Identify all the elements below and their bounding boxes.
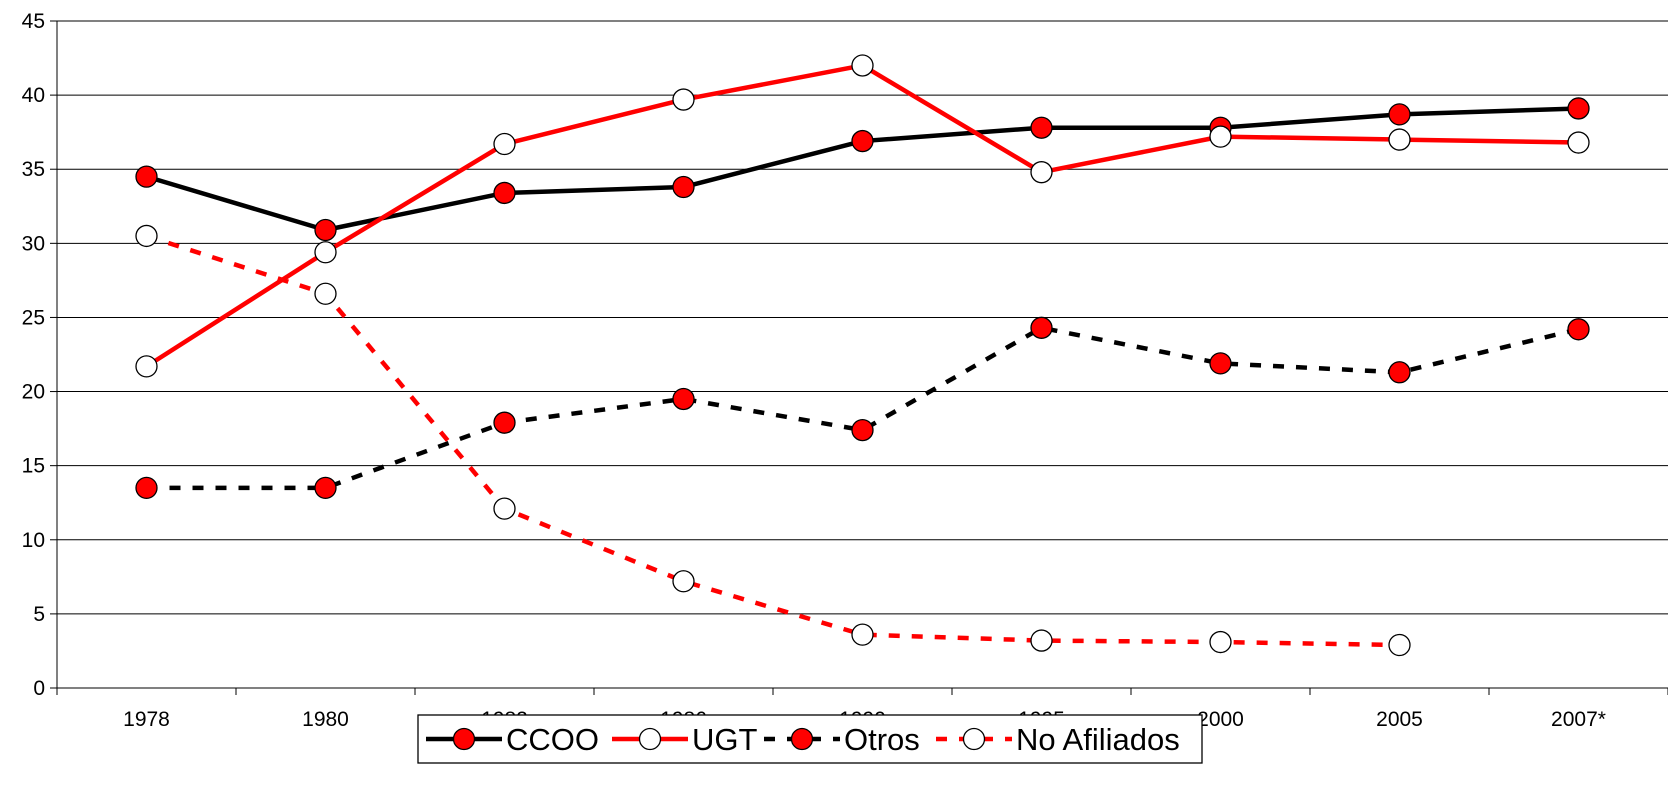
y-tick-label: 35 <box>22 158 45 181</box>
x-tick-label: 2005 <box>1376 708 1423 731</box>
x-tick-label: 2000 <box>1197 708 1244 731</box>
grid-lines <box>57 20 1668 615</box>
y-tick-label: 0 <box>33 677 45 700</box>
y-tick-label: 25 <box>22 306 45 329</box>
legend-label-otros: Otros <box>844 722 920 757</box>
y-tick-label: 30 <box>22 232 45 255</box>
point-ugt-1982 <box>493 132 516 156</box>
point-no-afiliados-1990 <box>851 623 874 646</box>
point-no-afiliados-2005 <box>1388 633 1411 657</box>
y-tick-label: 5 <box>33 603 45 626</box>
legend-swatch-marker-no-afiliados <box>962 727 986 751</box>
y-tick-label: 40 <box>22 84 45 107</box>
series-line-ugt <box>145 63 1579 369</box>
point-no-afiliados-2000 <box>1209 630 1232 654</box>
point-otros-1995 <box>1030 316 1053 339</box>
x-tick-label: 1978 <box>123 708 170 731</box>
legend-label-ccoo: CCOO <box>506 722 599 757</box>
series-lines <box>145 63 1580 648</box>
legend-swatch-marker-ccoo <box>452 727 476 751</box>
legend-label-no-afiliados: No Afiliados <box>1016 722 1180 757</box>
point-otros-1978 <box>135 476 158 500</box>
y-tick-label: 15 <box>22 455 45 478</box>
point-ccoo-1978 <box>135 165 158 188</box>
y-tick-label: 10 <box>22 529 45 552</box>
point-ugt-2000 <box>1209 125 1232 148</box>
legend: CCOO UGT Otros No Afiliados <box>417 714 1203 764</box>
point-ccoo-1995 <box>1030 116 1053 139</box>
point-ugt-1990 <box>851 54 874 77</box>
point-ccoo-1990 <box>851 129 874 153</box>
point-no-afiliados-1986 <box>672 570 695 593</box>
legend-label-ugt: UGT <box>692 722 758 757</box>
point-no-afiliados-1980 <box>314 282 337 305</box>
point-ccoo-2005 <box>1388 103 1411 126</box>
point-ugt-1980 <box>314 241 337 264</box>
point-ugt-1978 <box>135 355 158 378</box>
point-ccoo-1986 <box>672 175 695 199</box>
point-otros-1986 <box>672 387 695 411</box>
point-ugt-1986 <box>672 88 695 111</box>
point-ccoo-1980 <box>314 218 337 242</box>
point-ugt-2007 <box>1567 131 1590 154</box>
point-otros-1980 <box>314 476 337 500</box>
point-no-afiliados-1995 <box>1030 629 1053 652</box>
legend-swatch-marker-ugt <box>638 727 662 751</box>
y-tick-label: 20 <box>22 381 45 404</box>
point-no-afiliados-1978 <box>135 224 158 248</box>
point-ccoo-1982 <box>493 181 516 205</box>
series-line-otros <box>146 325 1580 491</box>
x-tick-label: 1980 <box>302 708 349 731</box>
point-ugt-2005 <box>1388 128 1411 151</box>
axes: 0510152025303540451978198019821986199019… <box>22 10 1668 731</box>
point-otros-1990 <box>851 418 874 442</box>
y-tick-label: 45 <box>22 10 45 33</box>
legend-swatch-marker-otros <box>790 727 814 751</box>
point-ccoo-2007 <box>1567 97 1590 120</box>
point-ugt-1995 <box>1030 161 1053 184</box>
point-otros-2007 <box>1567 318 1590 341</box>
point-otros-1982 <box>493 411 516 434</box>
point-otros-2005 <box>1388 361 1411 384</box>
x-tick-label: 2007* <box>1551 708 1606 731</box>
series-markers <box>135 54 1590 657</box>
point-no-afiliados-1982 <box>493 497 516 520</box>
series-line-no-afiliados <box>145 233 1400 648</box>
point-otros-2000 <box>1209 352 1232 375</box>
